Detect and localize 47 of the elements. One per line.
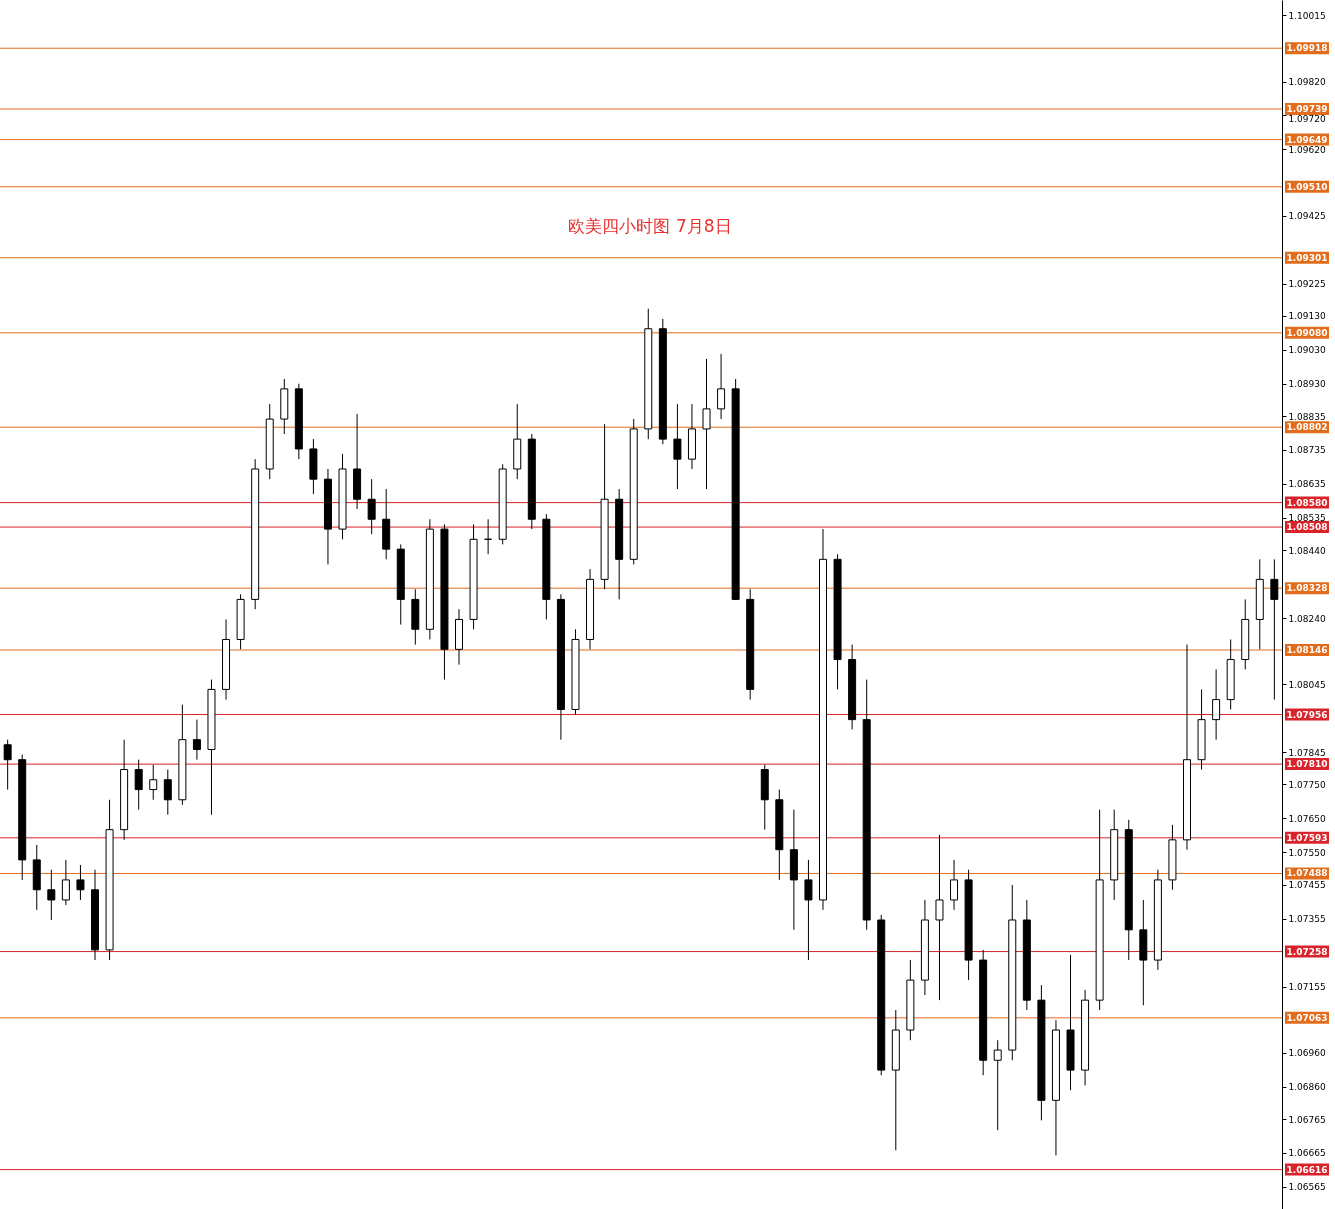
y-tick-label: 1.07650 (1288, 813, 1326, 824)
y-tick-label: 1.08045 (1288, 679, 1326, 690)
y-tick-label: 1.07155 (1288, 982, 1326, 993)
ref-line-label: 1.07593 (1286, 832, 1328, 843)
y-tick-label: 1.08440 (1288, 545, 1326, 556)
ref-line-label: 1.09510 (1286, 181, 1328, 192)
ref-line-label: 1.07810 (1286, 759, 1328, 770)
y-tick-label: 1.06565 (1288, 1182, 1326, 1193)
y-tick-label: 1.09720 (1288, 113, 1326, 124)
y-tick-label: 1.07845 (1288, 747, 1326, 758)
y-tick-label: 1.07550 (1288, 847, 1326, 858)
y-tick-label: 1.09030 (1288, 345, 1326, 356)
y-tick-label: 1.08240 (1288, 613, 1326, 624)
ref-line-label: 1.07063 (1286, 1012, 1328, 1023)
y-tick-label: 1.06960 (1288, 1048, 1326, 1059)
y-tick-label: 1.09620 (1288, 144, 1326, 155)
text: 欧美四小时图 7月8日 (568, 216, 732, 236)
y-tick-label: 1.08635 (1288, 479, 1326, 490)
y-tick-label: 1.06665 (1288, 1148, 1326, 1159)
y-tick-label: 1.08835 (1288, 411, 1326, 422)
y-tick-label: 1.07455 (1288, 880, 1326, 891)
ref-line-label: 1.08146 (1286, 645, 1328, 656)
ref-line-label: 1.06616 (1286, 1164, 1328, 1175)
y-tick-label: 1.09130 (1288, 311, 1326, 322)
y-tick-label: 1.08930 (1288, 379, 1326, 390)
ref-line-label: 1.07488 (1286, 868, 1328, 879)
ref-line-label: 1.08508 (1286, 522, 1328, 533)
ref-line-label: 1.09080 (1286, 327, 1328, 338)
ref-line-label: 1.08328 (1286, 583, 1328, 594)
y-tick-label: 1.06860 (1288, 1082, 1326, 1093)
ref-line-label: 1.09301 (1286, 252, 1328, 263)
y-tick-label: 1.07355 (1288, 914, 1326, 925)
y-tick-label: 1.09225 (1288, 279, 1326, 290)
y-tick-label: 1.10015 (1288, 10, 1326, 21)
ref-line-label: 1.09918 (1286, 43, 1328, 54)
ref-line-label: 1.07956 (1286, 709, 1328, 720)
ref-line-label: 1.08802 (1286, 422, 1328, 433)
y-tick-label: 1.09820 (1288, 77, 1326, 88)
ref-line-label: 1.09739 (1286, 104, 1328, 115)
y-tick-label: 1.06765 (1288, 1114, 1326, 1125)
y-tick-label: 1.09425 (1288, 211, 1326, 222)
y-tick-label: 1.08535 (1288, 513, 1326, 524)
ref-line-label: 1.09649 (1286, 134, 1328, 145)
ref-line-label: 1.08580 (1286, 497, 1328, 508)
y-tick-label: 1.07750 (1288, 779, 1326, 790)
y-tick-label: 1.08735 (1288, 445, 1326, 456)
ref-line-label: 1.07258 (1286, 946, 1328, 957)
